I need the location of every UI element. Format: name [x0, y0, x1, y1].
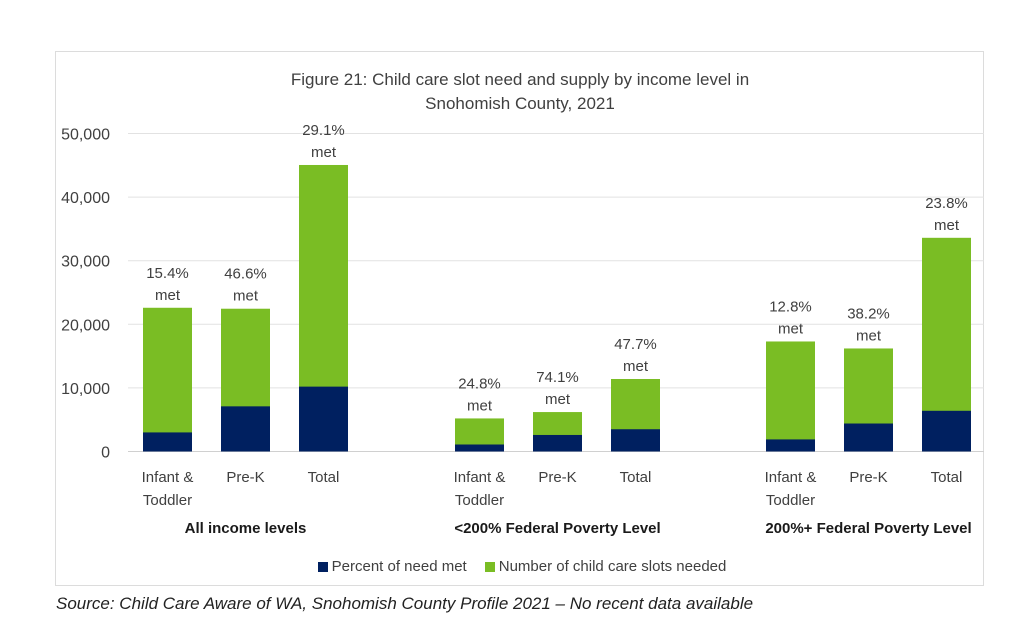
bar-met [455, 444, 504, 452]
legend-swatch-needed [484, 561, 495, 572]
legend-item-met: Percent of need met [317, 558, 467, 575]
data-label-met: met [311, 144, 337, 161]
y-tick-label: 10,000 [61, 381, 110, 398]
group-label: 200%+ Federal Poverty Level [765, 520, 971, 537]
bar-met [611, 429, 660, 452]
bar-needed [143, 307, 192, 452]
y-tick-label: 40,000 [61, 190, 110, 207]
legend-label-needed: Number of child care slots needed [498, 558, 727, 575]
data-label-met: met [934, 217, 960, 234]
x-tick-label: Total [931, 469, 963, 486]
x-tick-label: Pre-K [849, 469, 887, 486]
data-label-met: met [155, 287, 181, 304]
x-tick-label: Infant & [765, 469, 817, 486]
bar-met [766, 439, 815, 452]
data-label-met: met [545, 391, 571, 408]
x-tick-label: Total [620, 469, 652, 486]
bar-met [221, 406, 270, 452]
chart-frame [55, 51, 984, 586]
chart-title: Figure 21: Child care slot need and supp… [200, 68, 840, 116]
x-tick-label: Infant & [142, 469, 194, 486]
y-tick-label: 20,000 [61, 317, 110, 334]
bar-needed [766, 341, 815, 452]
data-label-percent: 46.6% [224, 266, 267, 283]
data-label-met: met [623, 358, 649, 375]
legend-item-needed: Number of child care slots needed [484, 558, 727, 575]
group-label: <200% Federal Poverty Level [454, 520, 660, 537]
chart-title-line-2: Snohomish County, 2021 [425, 94, 615, 113]
data-label-percent: 24.8% [458, 375, 501, 392]
legend: Percent of need met Number of child care… [0, 558, 1024, 575]
source-note: Source: Child Care Aware of WA, Snohomis… [56, 594, 754, 613]
x-tick-label: Infant & [454, 469, 506, 486]
bar-met [143, 432, 192, 452]
data-label-percent: 29.1% [302, 122, 345, 139]
bar-met [922, 410, 971, 452]
legend-label-met: Percent of need met [331, 558, 467, 575]
x-tick-label: Pre-K [226, 469, 264, 486]
data-label-percent: 47.7% [614, 336, 657, 353]
y-tick-label: 30,000 [61, 254, 110, 271]
data-label-percent: 12.8% [769, 298, 812, 315]
x-tick-label: Toddler [455, 492, 504, 509]
x-tick-label: Total [308, 469, 340, 486]
data-label-met: met [778, 320, 804, 337]
bar-met [844, 423, 893, 452]
data-label-percent: 74.1% [536, 369, 579, 386]
x-tick-label: Pre-K [538, 469, 576, 486]
data-label-met: met [856, 327, 882, 344]
x-tick-label: Toddler [143, 492, 192, 509]
group-label: All income levels [185, 520, 307, 537]
chart-title-line-1: Figure 21: Child care slot need and supp… [290, 70, 750, 89]
data-label-met: met [467, 397, 493, 414]
bar-met [299, 386, 348, 452]
y-tick-label: 50,000 [61, 127, 110, 144]
data-label-percent: 23.8% [925, 195, 968, 212]
data-label-percent: 15.4% [146, 265, 189, 282]
x-tick-label: Toddler [766, 492, 815, 509]
data-label-met: met [233, 288, 259, 305]
legend-swatch-met [317, 561, 328, 572]
bar-met [533, 434, 582, 452]
data-label-percent: 38.2% [847, 305, 890, 322]
y-tick-label: 0 [101, 445, 110, 462]
